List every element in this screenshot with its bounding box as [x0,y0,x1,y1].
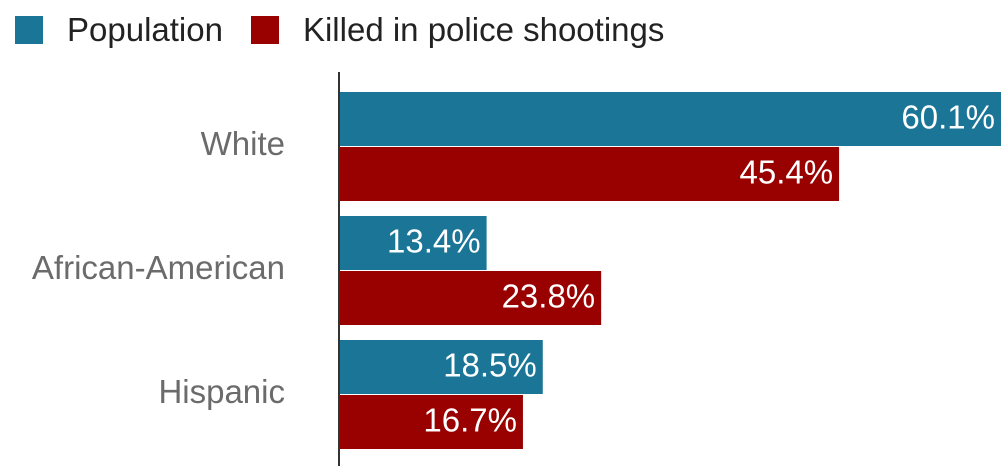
value-label-white-series-1: 45.4% [740,154,834,191]
bar-hispanic-series-0 [339,340,543,394]
legend-item-killed: Killed in police shootings [250,11,665,49]
legend-label-killed: Killed in police shootings [302,11,665,48]
legend: Population Killed in police shootings [15,10,692,50]
legend-swatch-killed [250,16,279,44]
legend-label-population: Population [67,11,223,48]
category-label-white: White [201,125,285,162]
bar-white-series-1 [339,147,840,201]
value-label-african-american-series-0: 13.4% [387,223,481,260]
value-label-hispanic-series-1: 16.7% [423,402,517,439]
bar-white-series-0 [339,92,1001,146]
bar-african-american-series-1 [339,271,602,325]
legend-item-population: Population [15,11,223,49]
value-label-white-series-0: 60.1% [901,99,995,136]
value-label-hispanic-series-0: 18.5% [443,347,537,384]
category-label-african-american: African-American [32,249,285,286]
bar-hispanic-series-1 [339,395,523,449]
value-label-african-american-series-1: 23.8% [502,278,596,315]
bar-african-american-series-0 [339,216,487,270]
legend-swatch-population [15,16,43,44]
category-label-hispanic: Hispanic [158,373,285,410]
